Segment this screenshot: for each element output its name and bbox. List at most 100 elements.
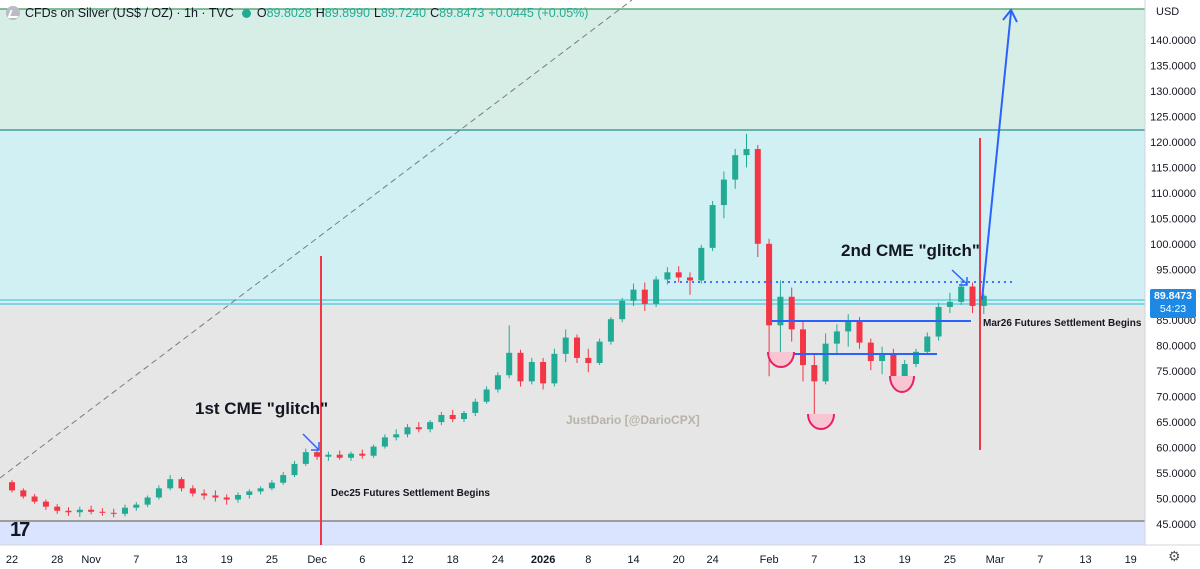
candle-body[interactable] [449, 414, 456, 420]
candle-body[interactable] [867, 342, 874, 361]
candle-body[interactable] [619, 300, 626, 320]
price-tick-label: 50.0000 [1156, 494, 1196, 506]
candle-body[interactable] [415, 427, 422, 430]
candle-body[interactable] [811, 365, 818, 382]
candle-body[interactable] [167, 479, 174, 489]
candle-body[interactable] [54, 506, 61, 511]
candle-body[interactable] [946, 301, 953, 307]
candle-body[interactable] [110, 512, 117, 514]
candle-body[interactable] [596, 341, 603, 364]
candle-body[interactable] [958, 286, 965, 302]
dashed-trendline [0, 0, 633, 479]
candle-body[interactable] [845, 321, 852, 332]
candle-body[interactable] [178, 479, 185, 489]
candle-body[interactable] [359, 453, 366, 456]
candle-body[interactable] [494, 375, 501, 390]
candle-body[interactable] [574, 337, 580, 358]
candle-body[interactable] [969, 286, 976, 306]
candle-body[interactable] [223, 497, 230, 500]
candle-body[interactable] [913, 351, 919, 365]
candle-body[interactable] [370, 446, 377, 456]
candle-body[interactable] [517, 352, 524, 382]
candle-body[interactable] [9, 482, 15, 491]
candle-body[interactable] [698, 247, 705, 281]
price-tick-label: 75.0000 [1156, 366, 1196, 378]
candle-body[interactable] [133, 504, 140, 508]
candle-body[interactable] [653, 279, 660, 304]
candle-body[interactable] [607, 319, 614, 342]
candle-body[interactable] [766, 243, 773, 326]
candle-body[interactable] [257, 488, 264, 492]
candle-body[interactable] [879, 354, 886, 361]
candle-body[interactable] [641, 289, 648, 304]
candle-body[interactable] [393, 434, 400, 438]
first-glitch-label: 1st CME "glitch" [195, 399, 329, 418]
candle-body[interactable] [76, 509, 83, 513]
candle-body[interactable] [325, 454, 332, 457]
candle-body[interactable] [483, 389, 490, 402]
candle-body[interactable] [687, 277, 693, 281]
candle-body[interactable] [551, 353, 558, 384]
candle-body[interactable] [31, 496, 38, 502]
candle-body[interactable] [280, 475, 287, 483]
candle-body[interactable] [675, 272, 682, 278]
currency-label[interactable]: USD [1156, 6, 1180, 18]
tradingview-logo[interactable]: 17 [10, 519, 30, 541]
candle-body[interactable] [630, 289, 637, 301]
candle-body[interactable] [800, 329, 806, 366]
candle-body[interactable] [404, 427, 411, 435]
candle-body[interactable] [461, 412, 467, 420]
candle-body[interactable] [754, 149, 761, 244]
candle-body[interactable] [268, 482, 275, 489]
candle-body[interactable] [302, 452, 309, 464]
candle-body[interactable] [427, 422, 434, 430]
symbol-title[interactable]: CFDs on Silver (US$ / OZ) · 1h · TVC [25, 6, 234, 20]
candle-body[interactable] [189, 488, 196, 494]
candle-body[interactable] [42, 501, 49, 507]
candle-body[interactable] [235, 494, 241, 500]
candle-body[interactable] [788, 296, 795, 330]
candle-body[interactable] [201, 493, 208, 496]
candle-body[interactable] [381, 437, 388, 447]
candle-body[interactable] [528, 361, 535, 382]
candle-body[interactable] [212, 495, 219, 498]
candle-body[interactable] [65, 510, 72, 513]
candle-body[interactable] [890, 354, 897, 379]
candle-body[interactable] [901, 364, 908, 379]
candle-body[interactable] [155, 488, 162, 498]
projection-arrow-head [1002, 8, 1018, 23]
candle-body[interactable] [720, 179, 727, 206]
candle-body[interactable] [506, 352, 513, 376]
candle-body[interactable] [122, 507, 128, 514]
candle-body[interactable] [540, 361, 547, 384]
candle-body[interactable] [833, 331, 840, 344]
candle-body[interactable] [88, 509, 95, 512]
candle-body[interactable] [777, 296, 784, 326]
candle-body[interactable] [348, 453, 354, 458]
candle-body[interactable] [585, 357, 592, 364]
settings-gear-icon[interactable]: ⚙ [1168, 548, 1181, 564]
time-tick-label: 24 [706, 554, 718, 566]
candle-body[interactable] [743, 149, 750, 156]
candle-body[interactable] [856, 321, 863, 343]
candle-body[interactable] [438, 414, 445, 423]
candle-body[interactable] [314, 452, 321, 457]
candle-body[interactable] [980, 295, 987, 306]
candle-body[interactable] [336, 454, 343, 458]
candle-body[interactable] [924, 336, 931, 352]
candle-body[interactable] [732, 155, 739, 180]
candle-body[interactable] [246, 491, 253, 495]
candle-body[interactable] [472, 401, 479, 413]
candle-body[interactable] [664, 272, 671, 280]
market-status-icon [241, 8, 251, 18]
dec-settlement-label: Dec25 Futures Settlement Begins [331, 488, 490, 499]
candle-body[interactable] [709, 205, 716, 248]
candle-body[interactable] [291, 463, 298, 476]
candle-body[interactable] [20, 490, 27, 497]
candle-body[interactable] [144, 497, 151, 505]
candle-body[interactable] [822, 343, 829, 382]
candle-body[interactable] [562, 337, 569, 354]
time-tick-label: 18 [447, 554, 459, 566]
candle-body[interactable] [99, 511, 106, 513]
